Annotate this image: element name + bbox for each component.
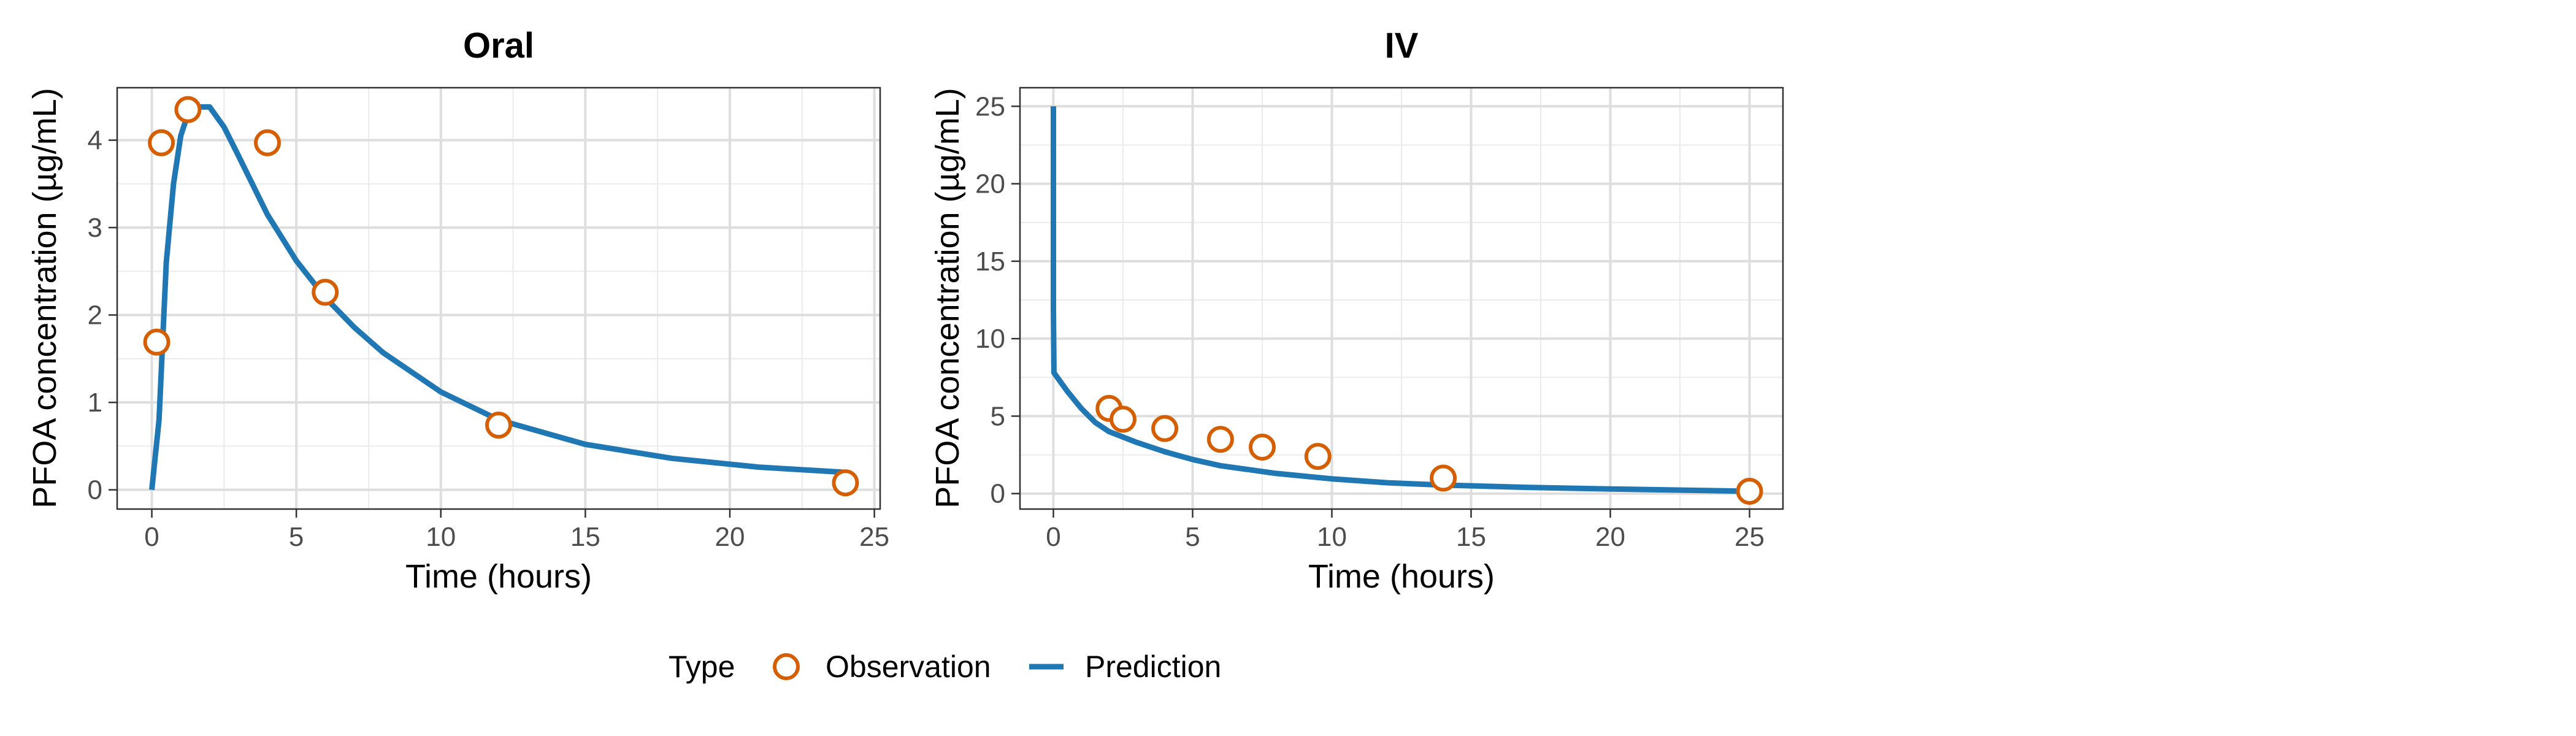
iv-ticks: 0 5 10 15 20 25 0 5 10 15 20 25 bbox=[975, 91, 1765, 552]
iv-x-tick-label: 25 bbox=[1735, 522, 1765, 552]
legend-observation-key bbox=[773, 653, 800, 680]
oral-observation-point bbox=[174, 96, 202, 123]
iv-y-tick-label: 0 bbox=[991, 479, 1005, 509]
oral-plot-background bbox=[117, 88, 880, 509]
iv-y-tick-label: 20 bbox=[975, 169, 1005, 199]
oral-y-tick-label: 0 bbox=[88, 475, 102, 505]
oral-y-tick-label: 1 bbox=[88, 388, 102, 418]
legend-title: Type bbox=[669, 650, 735, 684]
oral-y-tick-label: 4 bbox=[88, 126, 102, 156]
oral-observation-point bbox=[148, 129, 175, 156]
iv-x-tick-label: 5 bbox=[1185, 522, 1200, 552]
oral-x-tick-label: 0 bbox=[144, 522, 159, 552]
iv-x-tick-label: 0 bbox=[1046, 522, 1060, 552]
iv-series bbox=[1051, 106, 1763, 505]
iv-prediction-line bbox=[1051, 106, 1750, 494]
oral-panel-title: Oral bbox=[463, 26, 534, 66]
iv-y-tick-label: 5 bbox=[991, 401, 1005, 431]
oral-plot-border bbox=[116, 86, 881, 510]
iv-y-axis-title: PFOA concentration (µg/mL) bbox=[929, 88, 966, 508]
oral-prediction-line bbox=[149, 104, 846, 491]
oral-y-axis-title: PFOA concentration (µg/mL) bbox=[26, 88, 63, 508]
iv-x-axis-title: Time (hours) bbox=[1308, 558, 1495, 595]
oral-ticks: 0 5 10 15 20 25 0 1 2 3 4 bbox=[88, 126, 890, 552]
oral-panel: Oral 0 5 10 15 20 25 0 1 2 3 4 Time (hours) PFOA c… bbox=[26, 26, 889, 595]
iv-panel: IV 0 5 10 15 20 25 0 5 10 15 20 25 Time (hours) PFO… bbox=[929, 26, 1784, 595]
iv-x-tick-label: 15 bbox=[1456, 522, 1486, 552]
iv-observation-point bbox=[1248, 433, 1276, 461]
oral-observation-point bbox=[832, 469, 859, 497]
oral-observation-point bbox=[485, 412, 512, 439]
iv-observation-point bbox=[1151, 415, 1179, 442]
oral-x-tick-label: 10 bbox=[426, 522, 456, 552]
iv-panel-title: IV bbox=[1385, 26, 1419, 66]
legend: Type Observation Prediction bbox=[669, 650, 1221, 684]
iv-plot-border bbox=[1019, 86, 1784, 510]
iv-y-tick-label: 15 bbox=[975, 247, 1005, 277]
oral-x-tick-label: 20 bbox=[715, 522, 745, 552]
oral-x-tick-label: 15 bbox=[570, 522, 600, 552]
oral-grid bbox=[117, 88, 880, 509]
iv-y-tick-label: 10 bbox=[975, 324, 1005, 354]
iv-observation-point bbox=[1736, 477, 1763, 505]
oral-series bbox=[143, 96, 859, 497]
oral-observation-point bbox=[254, 129, 282, 156]
oral-x-tick-label: 25 bbox=[859, 522, 889, 552]
oral-observation-point bbox=[143, 328, 171, 356]
iv-x-tick-label: 20 bbox=[1595, 522, 1625, 552]
oral-x-tick-label: 5 bbox=[289, 522, 304, 552]
iv-x-tick-label: 10 bbox=[1317, 522, 1347, 552]
oral-x-axis-title: Time (hours) bbox=[405, 558, 592, 595]
oral-y-tick-label: 2 bbox=[88, 301, 102, 331]
iv-observation-point bbox=[1109, 405, 1137, 433]
iv-grid bbox=[1020, 88, 1783, 509]
iv-y-tick-label: 25 bbox=[975, 91, 1005, 121]
iv-observation-point bbox=[1304, 443, 1332, 470]
oral-observation-point bbox=[312, 278, 339, 306]
oral-y-tick-label: 3 bbox=[88, 213, 102, 243]
iv-observation-point bbox=[1430, 464, 1457, 492]
legend-observation-label: Observation bbox=[826, 650, 991, 684]
legend-prediction-label: Prediction bbox=[1085, 650, 1221, 684]
iv-observation-point bbox=[1206, 426, 1234, 453]
